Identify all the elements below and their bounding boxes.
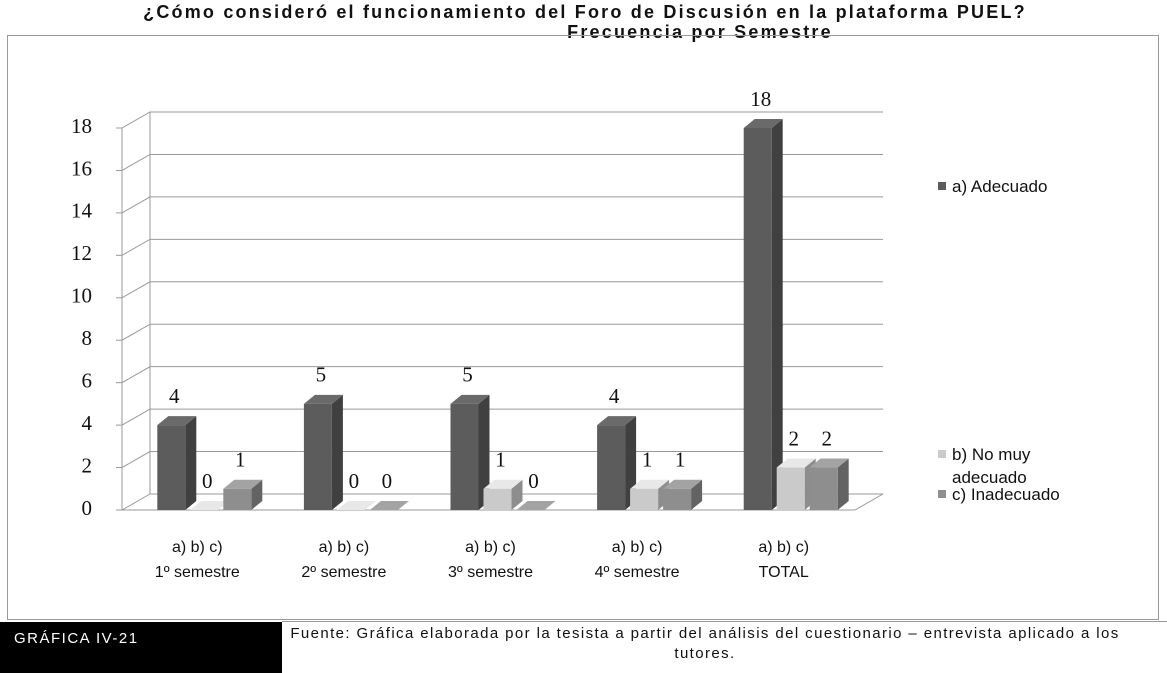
bar bbox=[663, 488, 692, 510]
value-label: 1 bbox=[235, 448, 246, 472]
bar-side bbox=[837, 458, 849, 510]
grid-line bbox=[121, 366, 883, 384]
bar-top bbox=[369, 501, 409, 510]
bar-top bbox=[336, 501, 376, 510]
value-label: 0 bbox=[382, 469, 393, 493]
grid-line bbox=[121, 111, 883, 129]
legend-entry: c) Inadecuado bbox=[938, 483, 1132, 506]
bar-side bbox=[251, 479, 263, 510]
bar-side bbox=[331, 394, 343, 510]
grid-line bbox=[121, 451, 883, 468]
legend-swatch bbox=[938, 450, 946, 458]
grid-line bbox=[121, 196, 883, 214]
bar bbox=[303, 403, 332, 510]
bar bbox=[776, 467, 805, 510]
chart-frame bbox=[7, 35, 1159, 620]
value-label: 2 bbox=[821, 426, 832, 450]
bar-top bbox=[743, 119, 783, 128]
bar-top bbox=[450, 394, 490, 404]
x-tick-label: a) b) c) bbox=[758, 539, 809, 556]
legend-label: a) Adecuado bbox=[952, 177, 1048, 196]
bar bbox=[223, 488, 252, 510]
legend-label: c) Inadecuado bbox=[952, 485, 1060, 504]
bar bbox=[743, 128, 772, 510]
bar-side bbox=[691, 479, 703, 510]
legend-entry: b) No muy adecuado bbox=[938, 443, 1062, 489]
x-tick-label: a) b) c) bbox=[465, 539, 516, 556]
legend-label: b) No muy adecuado bbox=[952, 445, 1031, 487]
bar-top bbox=[630, 479, 670, 489]
bar bbox=[450, 403, 479, 510]
floor-side bbox=[854, 493, 884, 511]
bar-top bbox=[303, 394, 343, 404]
y-tick-label: 16 bbox=[71, 156, 92, 180]
y-tick-label: 2 bbox=[82, 453, 93, 477]
value-label: 0 bbox=[202, 469, 213, 493]
x-tick-label: a) b) c) bbox=[319, 539, 370, 556]
value-label: 4 bbox=[609, 384, 620, 408]
y-tick-label: 14 bbox=[71, 199, 93, 223]
x-tick-label: a) b) c) bbox=[612, 539, 663, 556]
footer-rule bbox=[282, 621, 1167, 622]
bar-top bbox=[516, 501, 556, 510]
bar-top bbox=[776, 458, 816, 468]
y-tick-label: 18 bbox=[71, 114, 92, 138]
bar-side bbox=[771, 119, 783, 510]
figure-source: Fuente: Gráfica elaborada por la tesista… bbox=[290, 625, 1120, 662]
x-tick-label: TOTAL bbox=[759, 564, 809, 581]
value-label: 4 bbox=[169, 384, 180, 408]
bar-top bbox=[190, 501, 230, 510]
value-label: 5 bbox=[462, 363, 473, 387]
value-label: 18 bbox=[750, 87, 771, 111]
value-label: 1 bbox=[642, 448, 653, 472]
y-tick-label: 6 bbox=[82, 368, 93, 392]
bar-top bbox=[157, 416, 197, 426]
legend-swatch bbox=[938, 182, 946, 190]
chart-title-block: ¿Cómo consideró el funcionamiento del Fo… bbox=[40, 2, 1130, 42]
bar bbox=[597, 425, 626, 510]
x-tick-label: 3º semestre bbox=[448, 564, 533, 581]
bar-top bbox=[663, 479, 703, 489]
legend-swatch bbox=[938, 490, 946, 498]
value-label: 1 bbox=[675, 448, 686, 472]
bar bbox=[630, 488, 659, 510]
figure-label: GRÁFICA IV-21 bbox=[0, 622, 282, 673]
x-tick-label: 4º semestre bbox=[595, 564, 680, 581]
legend-entry: a) Adecuado bbox=[938, 175, 1132, 198]
x-tick-label: 2º semestre bbox=[301, 564, 386, 581]
chart-title: ¿Cómo consideró el funcionamiento del Fo… bbox=[143, 2, 1027, 22]
bar-side bbox=[478, 394, 490, 510]
grid-line bbox=[121, 408, 883, 426]
y-tick-label: 12 bbox=[71, 241, 92, 265]
y-tick-label: 0 bbox=[82, 496, 93, 520]
grid-line bbox=[121, 238, 883, 256]
grid-line bbox=[121, 323, 883, 341]
y-tick-label: 8 bbox=[82, 326, 93, 350]
bar bbox=[483, 488, 512, 510]
bar-side bbox=[185, 416, 197, 510]
grid-line bbox=[121, 281, 883, 299]
y-tick-label: 10 bbox=[71, 284, 92, 308]
value-label: 0 bbox=[528, 469, 539, 493]
grid-line bbox=[121, 153, 883, 171]
bar-top bbox=[483, 479, 523, 489]
bar-side bbox=[511, 479, 523, 510]
y-tick-label: 4 bbox=[82, 411, 93, 435]
bar-top bbox=[223, 479, 263, 489]
value-label: 2 bbox=[788, 426, 799, 450]
value-label: 5 bbox=[316, 363, 327, 387]
bar bbox=[809, 467, 838, 510]
value-label: 1 bbox=[495, 448, 506, 472]
bar bbox=[157, 425, 186, 510]
bar-top bbox=[597, 416, 637, 426]
x-tick-label: 1º semestre bbox=[155, 564, 240, 581]
chart-subtitle: Frecuencia por Semestre bbox=[567, 22, 833, 42]
x-tick-label: a) b) c) bbox=[172, 539, 223, 556]
bar-top bbox=[809, 458, 849, 468]
value-label: 0 bbox=[349, 469, 360, 493]
